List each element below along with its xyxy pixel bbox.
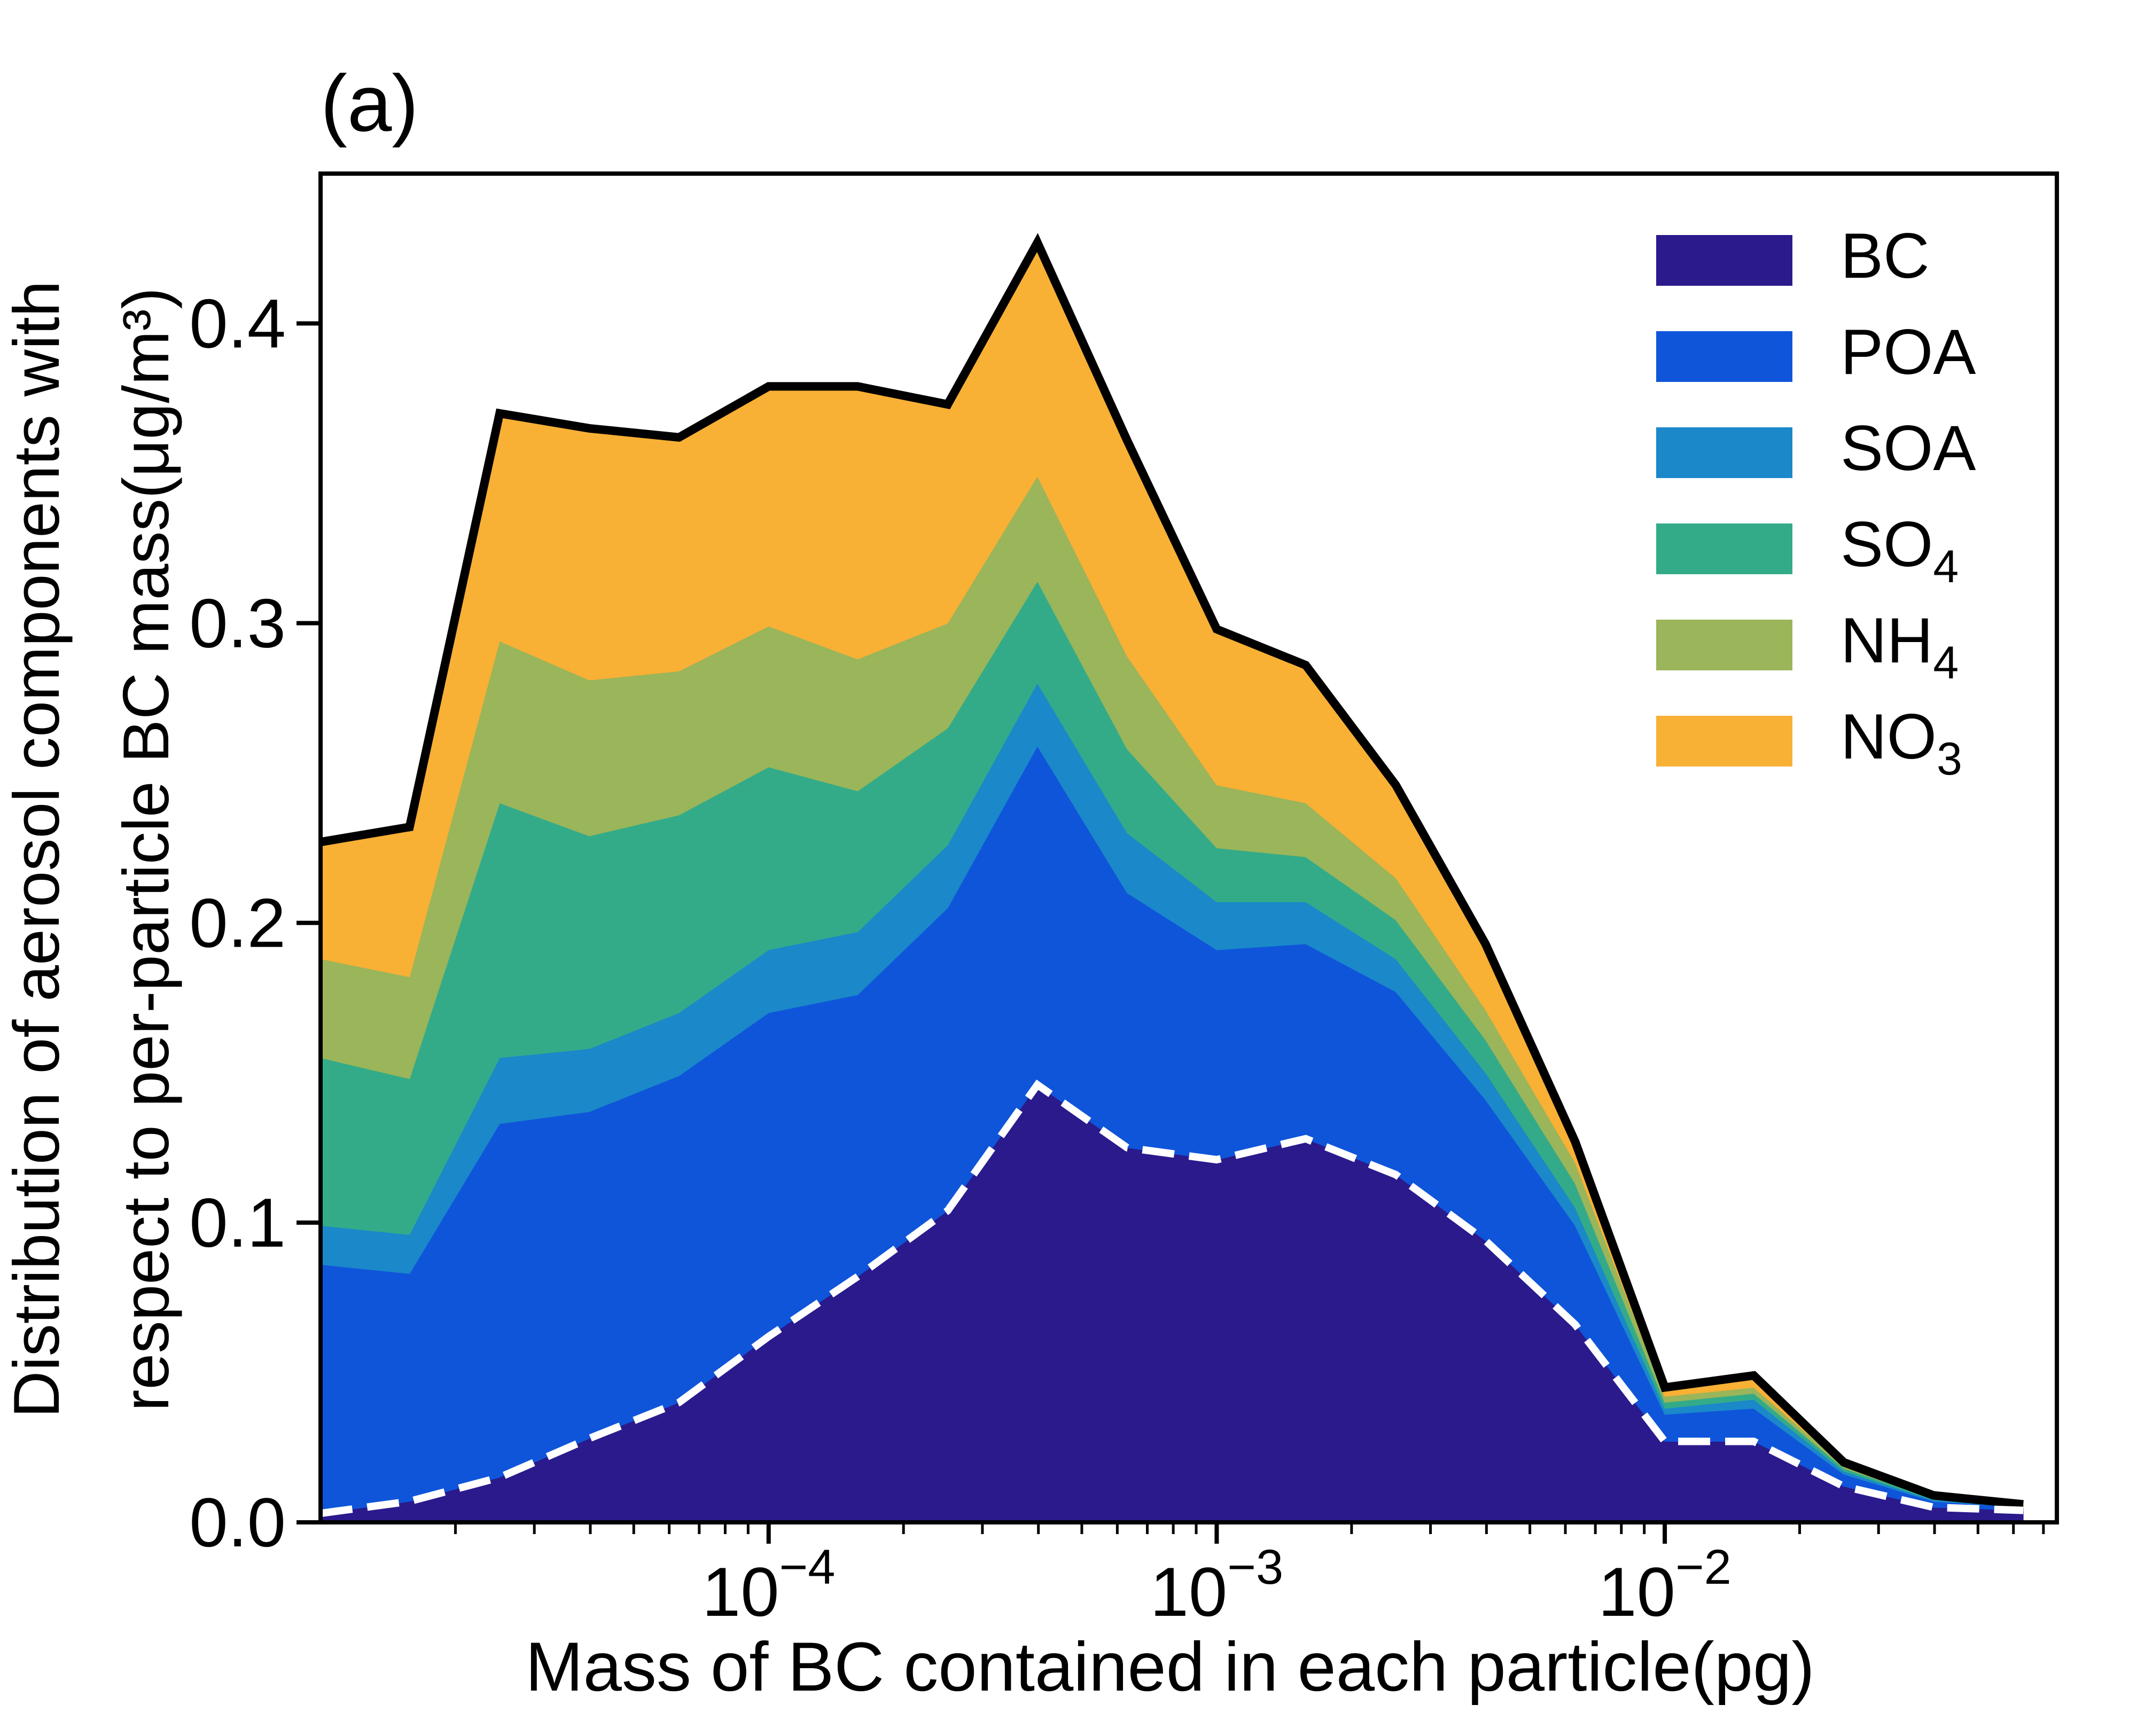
x-tick-label: 10−3: [1150, 1540, 1284, 1631]
legend-label-bc: BC: [1840, 220, 1930, 292]
x-axis-label: Mass of BC contained in each particle(pg…: [525, 1628, 1814, 1706]
y-axis-label: Distribution of aerosol components with …: [0, 280, 182, 1418]
legend-label-no3: NO3: [1840, 701, 1962, 785]
series-lines: [321, 233, 2024, 1518]
y-tick-label: 0.4: [189, 285, 286, 363]
legend-label-poa: POA: [1840, 316, 1976, 388]
legend-swatch-soa: [1656, 427, 1792, 478]
legend-swatch-poa: [1656, 331, 1792, 382]
x-axis: 10−4 10−3 10−2: [454, 1522, 2045, 1631]
legend-swatch-so4: [1656, 523, 1792, 574]
x-tick-label: 10−2: [1598, 1540, 1732, 1631]
legend-label-soa: SOA: [1840, 412, 1976, 484]
y-tick-label: 0.2: [189, 884, 286, 962]
legend-swatch-bc: [1656, 235, 1792, 286]
bc-dashed-line: [321, 1080, 2024, 1518]
y-tick-label: 0.0: [189, 1483, 286, 1561]
legend-label-so4: SO4: [1840, 509, 1959, 592]
y-tick-label: 0.3: [189, 584, 286, 662]
y-axis-label-line-2: respect to per-particle BC mass(μg/m³): [110, 287, 182, 1411]
y-tick-label: 0.1: [189, 1184, 286, 1262]
area-layers: [321, 241, 2024, 1522]
panel-label: (a): [321, 58, 418, 148]
y-axis: 0.0 0.1 0.2 0.3 0.4: [189, 285, 321, 1561]
legend-label-nh4: NH4: [1840, 605, 1959, 689]
legend-swatch-nh4: [1656, 620, 1792, 670]
plot-frame: [318, 171, 2059, 1524]
legend: BC POA SOA SO4 NH4 NO3: [1656, 220, 1976, 785]
total-mass-line: [321, 233, 2024, 1509]
y-axis-label-line-1: Distribution of aerosol components with: [0, 280, 73, 1418]
x-tick-label: 10−4: [702, 1540, 836, 1631]
legend-swatch-no3: [1656, 716, 1792, 767]
